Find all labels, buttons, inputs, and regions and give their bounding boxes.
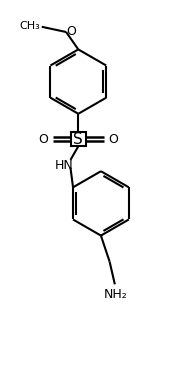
Text: HN: HN bbox=[55, 158, 74, 171]
Text: NH₂: NH₂ bbox=[104, 288, 128, 301]
FancyBboxPatch shape bbox=[71, 132, 86, 146]
Text: O: O bbox=[66, 25, 76, 38]
Text: O: O bbox=[38, 132, 48, 145]
Text: O: O bbox=[108, 132, 118, 145]
Text: S: S bbox=[73, 132, 83, 147]
Text: CH₃: CH₃ bbox=[19, 21, 40, 31]
